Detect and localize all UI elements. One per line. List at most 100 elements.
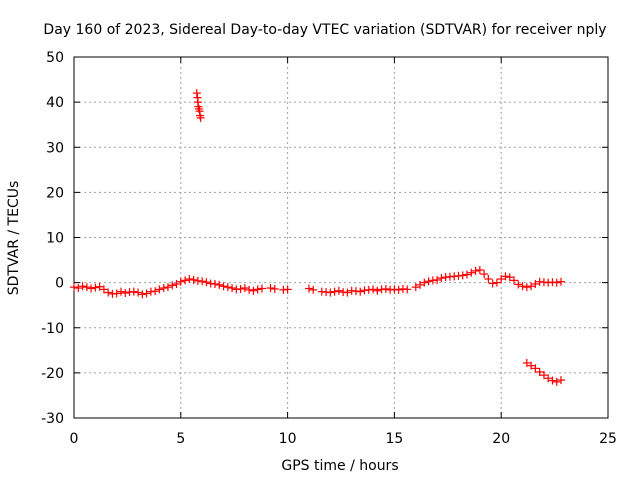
data-point (557, 277, 566, 286)
x-tick-label: 20 (492, 431, 510, 447)
x-tick-label: 5 (176, 431, 185, 447)
data-point (134, 288, 143, 297)
data-point (219, 282, 228, 291)
data-point (330, 287, 339, 296)
data-point (505, 273, 514, 282)
data-point (343, 288, 352, 297)
data-point (475, 265, 484, 274)
data-point (138, 290, 147, 299)
data-point (501, 272, 510, 281)
data-point (236, 284, 245, 293)
data-point (181, 276, 190, 285)
data-point (87, 284, 96, 293)
x-tick-label: 10 (279, 431, 297, 447)
data-point (198, 277, 207, 286)
data-point (270, 284, 279, 293)
data-point (373, 286, 382, 295)
data-point (539, 371, 548, 380)
data-point (510, 276, 519, 285)
data-point (309, 285, 318, 294)
data-point (223, 283, 232, 292)
data-point (189, 275, 198, 284)
x-axis-label: GPS time / hours (281, 458, 398, 474)
data-point (557, 376, 566, 385)
data-point (369, 285, 378, 294)
data-point (112, 289, 121, 298)
data-point (535, 367, 544, 376)
tick-layer (73, 56, 609, 419)
data-point (356, 287, 365, 296)
data-point (253, 285, 262, 294)
data-point (304, 284, 313, 293)
data-points (70, 89, 566, 386)
data-point (82, 283, 91, 292)
data-point (531, 279, 540, 288)
data-point (163, 283, 172, 292)
data-point (381, 284, 390, 293)
data-point (433, 275, 442, 284)
data-point (104, 288, 113, 297)
data-point (159, 284, 168, 293)
data-point (518, 282, 527, 291)
x-tick-label: 0 (70, 431, 79, 447)
data-point (531, 364, 540, 373)
y-tick-labels: -30 -20 -10 0 10 20 30 40 50 (41, 50, 64, 427)
data-point (172, 279, 181, 288)
data-point (467, 268, 476, 277)
y-tick-label: 40 (46, 95, 64, 111)
data-point (245, 285, 254, 294)
data-point (185, 275, 194, 284)
y-tick-label: 10 (46, 231, 64, 247)
x-tick-label: 25 (599, 431, 617, 447)
data-point (514, 280, 523, 289)
y-tick-label: -10 (41, 321, 64, 337)
data-point (416, 280, 425, 289)
data-point (240, 284, 249, 293)
y-tick-label: -20 (41, 366, 64, 382)
y-tick-label: 0 (55, 276, 64, 292)
data-point (266, 284, 275, 293)
data-point (155, 285, 164, 294)
data-point (78, 282, 87, 291)
chart-title: Day 160 of 2023, Sidereal Day-to-day VTE… (43, 22, 606, 38)
x-tick-labels: 0 5 10 15 20 25 (70, 431, 617, 447)
data-point (403, 285, 412, 294)
data-point (326, 288, 335, 297)
grid-layer (74, 57, 608, 418)
y-axis-label: SDTVAR / TECUs (6, 181, 22, 296)
data-point (70, 283, 78, 292)
y-tick-label: 50 (46, 50, 64, 66)
y-tick-label: 30 (46, 140, 64, 156)
data-point (74, 284, 83, 293)
data-point (437, 274, 446, 283)
data-point (129, 287, 138, 296)
data-point (552, 377, 561, 386)
data-point (91, 283, 100, 292)
data-point (249, 286, 258, 295)
data-point (527, 282, 536, 291)
data-point (215, 280, 224, 289)
data-point (196, 113, 205, 122)
data-point (192, 89, 201, 98)
data-point (202, 278, 211, 287)
data-point (463, 270, 472, 279)
data-point (484, 275, 493, 284)
y-tick-label: 20 (46, 185, 64, 201)
data-point (548, 376, 557, 385)
data-point (121, 289, 130, 298)
x-tick-label: 15 (385, 431, 403, 447)
data-point (394, 285, 403, 294)
data-point (176, 277, 185, 286)
data-point (151, 287, 160, 296)
data-point (522, 358, 531, 367)
data-point (210, 279, 219, 288)
data-point (411, 283, 420, 292)
data-point (334, 286, 343, 295)
data-point (95, 282, 104, 291)
data-point (488, 279, 497, 288)
data-point (544, 374, 553, 383)
data-point (522, 283, 531, 292)
data-point (283, 285, 292, 294)
data-point (480, 270, 489, 279)
